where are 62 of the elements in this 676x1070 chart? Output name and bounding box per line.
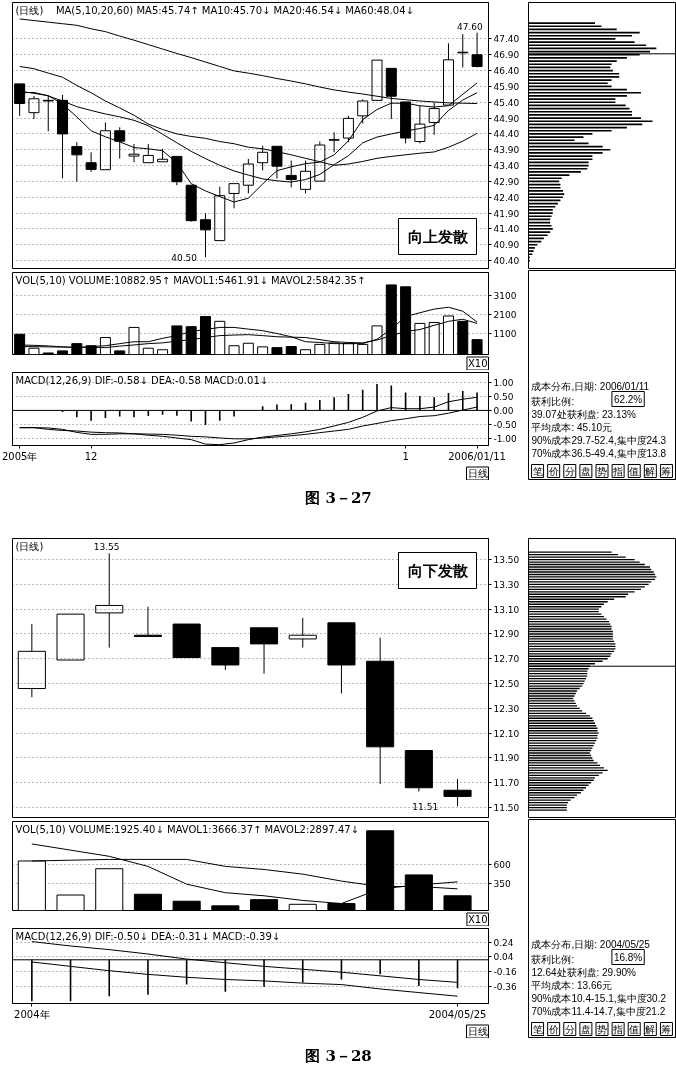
y-tick-label: 11.70 xyxy=(493,778,520,789)
text: 笔 xyxy=(532,1023,543,1035)
chart-title: (日线) xyxy=(15,540,44,552)
text: 值 xyxy=(629,1023,640,1035)
text: 图 3－27 xyxy=(305,488,372,507)
text: 平均成本: 45.10元 xyxy=(531,421,613,433)
annotation: 向下发散 xyxy=(407,561,469,580)
text: 势 xyxy=(597,1023,607,1035)
y-tick-label: -0.36 xyxy=(493,981,518,992)
text: 90%成本29.7-52.4,集中度24.3 xyxy=(531,434,667,446)
y-tick-label: 13.10 xyxy=(493,604,520,615)
text: 价 xyxy=(547,1023,559,1035)
text: 获利比例: xyxy=(531,395,575,407)
y-tick-label: 12.90 xyxy=(493,629,520,640)
y-tick-label: 600 xyxy=(493,859,511,870)
text: 值 xyxy=(629,465,640,477)
text: 70%成本11.4-14.7,集中度21.2 xyxy=(531,1005,666,1017)
text: 势 xyxy=(597,465,607,477)
text: 解 xyxy=(645,465,656,477)
text: 12.64处获利盘: 29.90% xyxy=(531,966,637,978)
text: 分 xyxy=(564,465,575,477)
text: 筹 xyxy=(661,465,672,477)
y-tick-label: 13.50 xyxy=(493,555,520,566)
text: 指 xyxy=(612,465,624,477)
chart-title: MACD(12,26,9) DIF:-0.50↓ DEA:-0.31↓ MACD:-0.39↓ xyxy=(15,930,281,942)
y-tick-label: 11.90 xyxy=(493,753,520,764)
text: 日线 xyxy=(467,1026,488,1037)
text: 成本分布,日期: 2004/05/25 xyxy=(531,938,651,950)
text: 70%成本36.5-49.4,集中度13.8 xyxy=(531,447,667,459)
text: 盘 xyxy=(580,1023,591,1035)
annotation: 13.55 xyxy=(93,542,120,553)
text: 成本分布,日期: 2006/01/11 xyxy=(531,380,650,392)
text: 39.07处获利盘: 23.13% xyxy=(531,408,637,420)
text: 62.2% xyxy=(613,393,643,405)
y-tick-label: 12.10 xyxy=(493,728,520,739)
y-tick-label: 0.24 xyxy=(493,937,514,948)
chart-title: VOL(5,10) VOLUME:1925.40↓ MAVOL1:3666.37↑ MAVOL2:2897.47↓ xyxy=(15,823,359,835)
y-tick-label: 13.30 xyxy=(493,579,520,590)
text: 分 xyxy=(564,1023,575,1035)
text: 平均成本: 13.66元 xyxy=(531,979,613,991)
text: X10 xyxy=(467,914,488,925)
y-tick-label: -0.16 xyxy=(493,966,518,977)
x-tick-label: 2004/05/25 xyxy=(428,1008,487,1020)
text: 解 xyxy=(645,1023,656,1035)
text: 16.8% xyxy=(613,951,643,963)
text: 笔 xyxy=(532,465,543,477)
text: 日线 xyxy=(467,468,488,479)
text: 价 xyxy=(547,465,559,477)
x-tick-label: 2004年 xyxy=(14,1008,50,1020)
text: 图 3－28 xyxy=(305,1046,372,1065)
y-tick-label: 0.04 xyxy=(493,952,514,963)
y-tick-label: 12.30 xyxy=(493,703,520,714)
y-tick-label: 12.50 xyxy=(493,679,520,690)
y-tick-label: 11.50 xyxy=(493,803,520,814)
text: 指 xyxy=(612,1023,624,1035)
text: 获利比例: xyxy=(531,953,575,965)
text: 盘 xyxy=(580,465,591,477)
annotation: 11.51 xyxy=(412,801,439,812)
y-tick-label: 350 xyxy=(493,878,511,889)
text: 90%成本10.4-15.1,集中度30.2 xyxy=(531,992,667,1004)
text: 筹 xyxy=(661,1023,672,1035)
y-tick-label: 12.70 xyxy=(493,654,520,665)
